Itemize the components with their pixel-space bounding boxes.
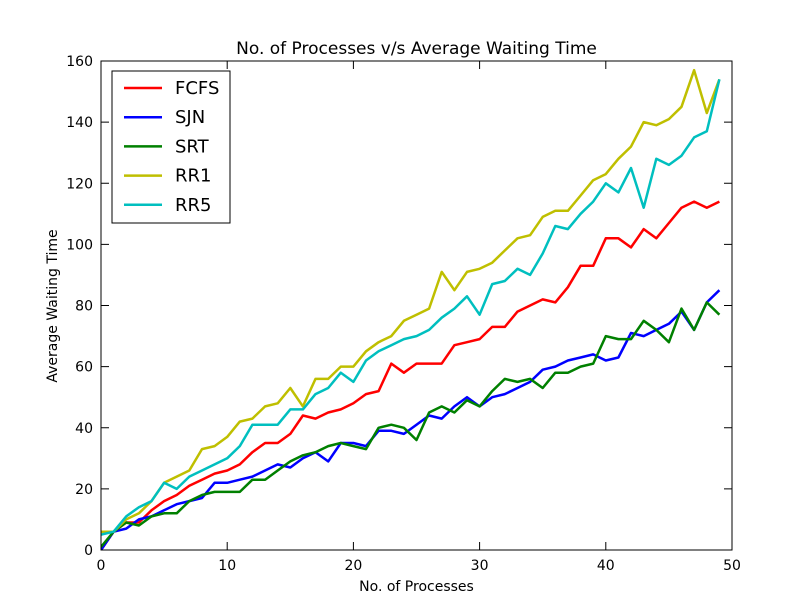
x-tick-label: 50: [723, 558, 741, 574]
y-tick-label: 120: [66, 176, 93, 192]
y-tick-label: 160: [66, 54, 93, 70]
legend-entry-sjn: SJN: [175, 107, 205, 128]
x-tick-label: 30: [471, 558, 489, 574]
legend-entry-srt: SRT: [175, 136, 210, 157]
y-tick-label: 60: [75, 360, 93, 376]
chart-title: No. of Processes v/s Average Waiting Tim…: [236, 39, 597, 59]
x-tick-label: 0: [97, 558, 106, 574]
series-line-rr5: [101, 79, 721, 536]
y-tick-label: 20: [75, 482, 93, 498]
y-tick-label: 40: [75, 421, 93, 437]
y-tick-label: 80: [75, 299, 93, 315]
legend-entry-fcfs: FCFS: [175, 78, 219, 99]
y-tick-label: 140: [66, 115, 93, 131]
y-tick-label: 0: [84, 543, 93, 559]
y-axis-label: Average Waiting Time: [45, 229, 61, 382]
series-line-sjn: [101, 289, 721, 550]
y-tick-label: 100: [66, 237, 93, 253]
legend-entry-rr5: RR5: [175, 195, 211, 216]
series-line-rr1: [101, 68, 721, 533]
x-tick-label: 40: [597, 558, 615, 574]
series-line-fcfs: [101, 200, 720, 550]
series-group: [101, 68, 721, 550]
x-axis-label: No. of Processes: [359, 579, 474, 595]
legend: FCFS SJN SRT RR1 RR5: [111, 70, 231, 224]
plot-area: [101, 68, 721, 550]
x-tick-label: 20: [344, 558, 362, 574]
x-tick-label: 10: [218, 558, 236, 574]
legend-entry-rr1: RR1: [175, 166, 211, 187]
series-line-srt: [101, 301, 721, 548]
axes: 0 10 20 30 40 50 0 20 40 60 80 100 120 140 160: [66, 54, 741, 574]
